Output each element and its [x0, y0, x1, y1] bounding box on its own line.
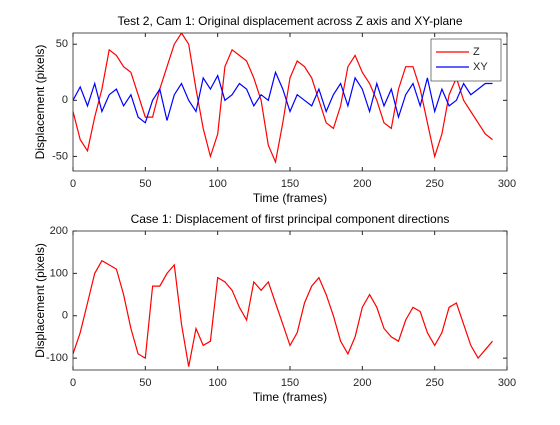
y-axis-label: Displacement (pixels)	[33, 243, 47, 358]
plot-area	[73, 231, 507, 370]
x-tick-label: 100	[208, 178, 226, 190]
y-axis-label: Displacement (pixels)	[33, 45, 47, 160]
x-tick-label: 150	[281, 178, 299, 190]
legend-box	[430, 38, 502, 82]
y-tick-label: 0	[62, 310, 68, 322]
y-tick-label: 100	[50, 267, 68, 279]
x-tick-label: 150	[281, 377, 299, 389]
x-axis-label: Time (frames)	[253, 390, 327, 404]
x-tick-label: 0	[70, 377, 76, 389]
series-line	[73, 259, 493, 367]
y-tick-label: 200	[50, 225, 68, 237]
x-tick-label: 50	[139, 178, 151, 190]
y-tick-label: 0	[62, 94, 68, 106]
x-tick-label: 200	[353, 178, 371, 190]
x-tick-label: 0	[70, 178, 76, 190]
x-axis-label: Time (frames)	[253, 191, 327, 205]
y-tick-label: 50	[56, 38, 68, 50]
chart-title: Case 1: Displacement of first principal …	[131, 212, 450, 226]
series-line	[73, 33, 493, 165]
x-tick-label: 250	[425, 377, 443, 389]
x-tick-label: 200	[353, 377, 371, 389]
x-tick-label: 100	[208, 377, 226, 389]
legend-label: XY	[473, 61, 488, 73]
series-line	[73, 70, 493, 124]
x-tick-label: 250	[425, 178, 443, 190]
legend-label: Z	[473, 46, 480, 58]
x-tick-label: 300	[498, 377, 516, 389]
chart-title: Test 2, Cam 1: Original displacement acr…	[117, 14, 462, 28]
x-tick-label: 300	[498, 178, 516, 190]
y-tick-label: -50	[52, 150, 68, 162]
y-tick-label: -100	[46, 352, 68, 364]
x-tick-label: 50	[139, 377, 151, 389]
